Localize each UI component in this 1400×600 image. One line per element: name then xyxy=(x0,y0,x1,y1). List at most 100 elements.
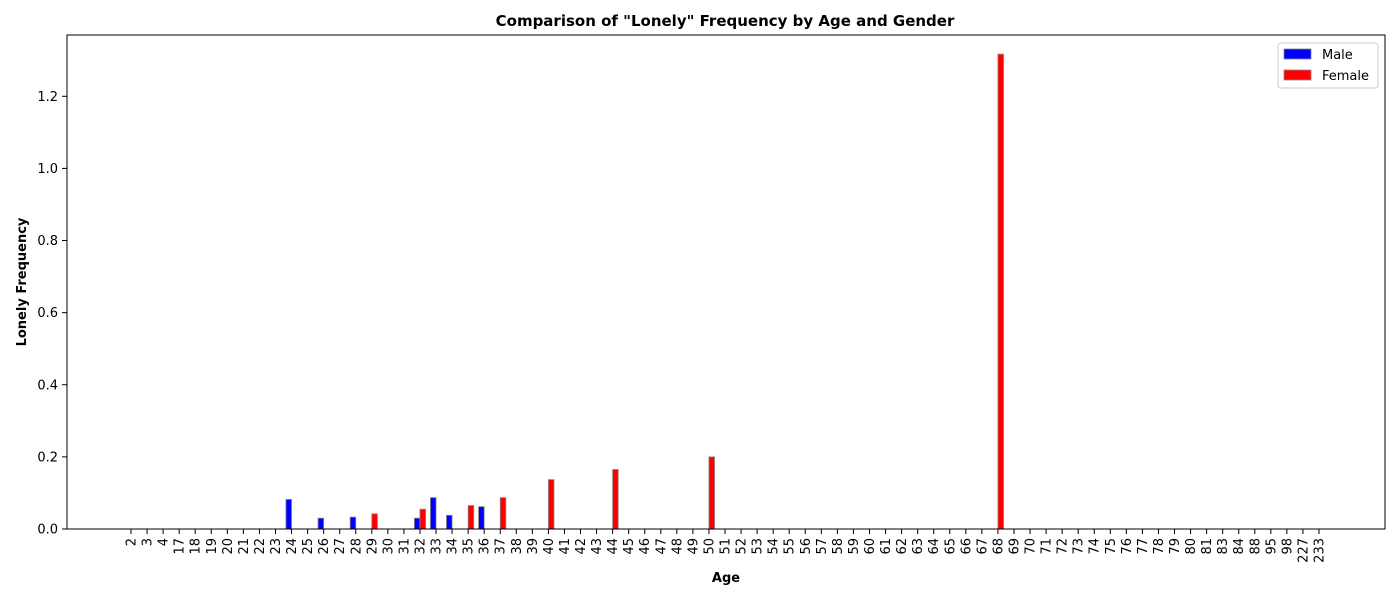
x-tick-label: 40 xyxy=(542,538,557,555)
x-tick-label: 39 xyxy=(526,538,541,555)
bar-male-26 xyxy=(317,517,325,530)
bar-female-29 xyxy=(371,513,378,530)
y-tick-label: 0.0 xyxy=(37,523,58,538)
plot-frame xyxy=(66,34,1386,530)
x-tick-label: 45 xyxy=(622,538,637,555)
x-tick-label: 62 xyxy=(895,538,910,555)
legend: Male Female xyxy=(1277,42,1379,89)
x-tick-label: 42 xyxy=(574,538,589,555)
x-tick-label: 22 xyxy=(253,538,268,555)
x-tick-label: 68 xyxy=(991,538,1006,555)
x-tick-label: 76 xyxy=(1120,538,1135,555)
y-tick-label: 0.6 xyxy=(37,306,58,321)
x-tick-label: 27 xyxy=(333,538,348,555)
bar-female-68 xyxy=(997,53,1004,530)
x-tick-label: 64 xyxy=(927,538,942,555)
bar-female-44 xyxy=(612,469,619,530)
bar-female-40 xyxy=(548,479,555,530)
x-tick-label: 51 xyxy=(719,538,734,555)
x-tick-label: 23 xyxy=(269,538,284,555)
x-tick-label: 33 xyxy=(430,538,445,555)
legend-label-male: Male xyxy=(1322,48,1353,63)
legend-swatch-female xyxy=(1283,69,1312,81)
x-tick-label: 37 xyxy=(494,538,509,555)
legend-label-female: Female xyxy=(1322,69,1369,84)
x-tick-label: 4 xyxy=(157,538,172,546)
x-tick-label: 28 xyxy=(349,538,364,555)
y-tick-label: 0.4 xyxy=(37,378,58,393)
x-tick-label: 95 xyxy=(1264,538,1279,555)
bar-female-50 xyxy=(708,456,715,530)
x-tick-label: 54 xyxy=(767,538,782,555)
x-tick-label: 58 xyxy=(831,538,846,555)
x-tick-label: 48 xyxy=(670,538,685,555)
x-tick-label: 71 xyxy=(1040,538,1055,555)
x-tick-label: 18 xyxy=(189,538,204,555)
x-tick-label: 53 xyxy=(751,538,766,555)
x-tick-label: 36 xyxy=(478,538,493,555)
x-tick-label: 47 xyxy=(654,538,669,555)
x-tick-label: 32 xyxy=(413,538,428,555)
x-tick-label: 3 xyxy=(141,538,156,546)
x-tick-label: 46 xyxy=(638,538,653,555)
x-tick-label: 61 xyxy=(879,538,894,555)
y-axis: 0.0 0.2 0.4 0.6 0.8 1.0 1.2 xyxy=(37,90,67,538)
x-tick-label: 50 xyxy=(702,538,717,555)
bar-male-24 xyxy=(285,499,292,530)
x-tick-label: 29 xyxy=(365,538,380,555)
x-tick-label: 73 xyxy=(1072,538,1087,555)
x-tick-label: 65 xyxy=(943,538,958,555)
x-tick-label: 59 xyxy=(847,538,862,555)
x-tick-label: 63 xyxy=(911,538,926,555)
x-tick-label: 75 xyxy=(1104,538,1119,555)
x-tick-label: 56 xyxy=(799,538,814,555)
x-tick-label: 233 xyxy=(1313,538,1328,563)
x-tick-label: 67 xyxy=(975,538,990,555)
x-tick-label: 25 xyxy=(301,538,316,555)
bar-male-36 xyxy=(478,506,485,530)
bar-male-34 xyxy=(446,514,453,530)
x-tick-label: 72 xyxy=(1056,538,1071,555)
x-tick-label: 38 xyxy=(510,538,525,555)
x-tick-label: 31 xyxy=(397,538,412,555)
x-tick-label: 2 xyxy=(125,538,140,546)
x-tick-label: 26 xyxy=(317,538,332,555)
x-tick-label: 52 xyxy=(735,538,750,555)
x-tick-label: 227 xyxy=(1296,538,1311,563)
x-tick-label: 24 xyxy=(285,538,300,555)
x-tick-label: 88 xyxy=(1248,538,1263,555)
y-tick-label: 1.2 xyxy=(37,90,58,105)
legend-swatch-male xyxy=(1283,48,1312,60)
x-tick-label: 69 xyxy=(1007,538,1022,555)
x-tick-label: 77 xyxy=(1136,538,1151,555)
x-tick-label: 80 xyxy=(1184,538,1199,555)
x-tick-label: 34 xyxy=(446,538,461,555)
x-tick-label: 79 xyxy=(1168,538,1183,555)
plot-area xyxy=(285,53,1004,530)
x-tick-label: 98 xyxy=(1280,538,1295,555)
bar-female-37 xyxy=(499,497,507,530)
x-tick-label: 43 xyxy=(590,538,605,555)
x-tick-label: 21 xyxy=(237,538,252,555)
y-axis-label: Lonely Frequency xyxy=(15,217,30,346)
x-tick-label: 44 xyxy=(606,538,621,555)
x-tick-label: 35 xyxy=(462,538,477,555)
chart-title: Comparison of "Lonely" Frequency by Age … xyxy=(496,12,955,30)
y-tick-label: 0.8 xyxy=(37,234,58,249)
bar-female-32 xyxy=(419,508,426,530)
y-tick-label: 0.2 xyxy=(37,450,58,465)
x-tick-label: 57 xyxy=(815,538,830,555)
bar-male-33 xyxy=(430,497,437,530)
x-tick-label: 70 xyxy=(1024,538,1039,555)
x-tick-label: 60 xyxy=(863,538,878,555)
x-axis-label: Age xyxy=(712,571,740,586)
x-tick-label: 55 xyxy=(783,538,798,555)
x-tick-label: 83 xyxy=(1216,538,1231,555)
x-tick-label: 19 xyxy=(205,538,220,555)
x-tick-label: 74 xyxy=(1088,538,1103,555)
bar-male-28 xyxy=(349,516,357,530)
x-tick-label: 78 xyxy=(1152,538,1167,555)
x-tick-label: 66 xyxy=(959,538,974,555)
x-tick-label: 49 xyxy=(686,538,701,555)
